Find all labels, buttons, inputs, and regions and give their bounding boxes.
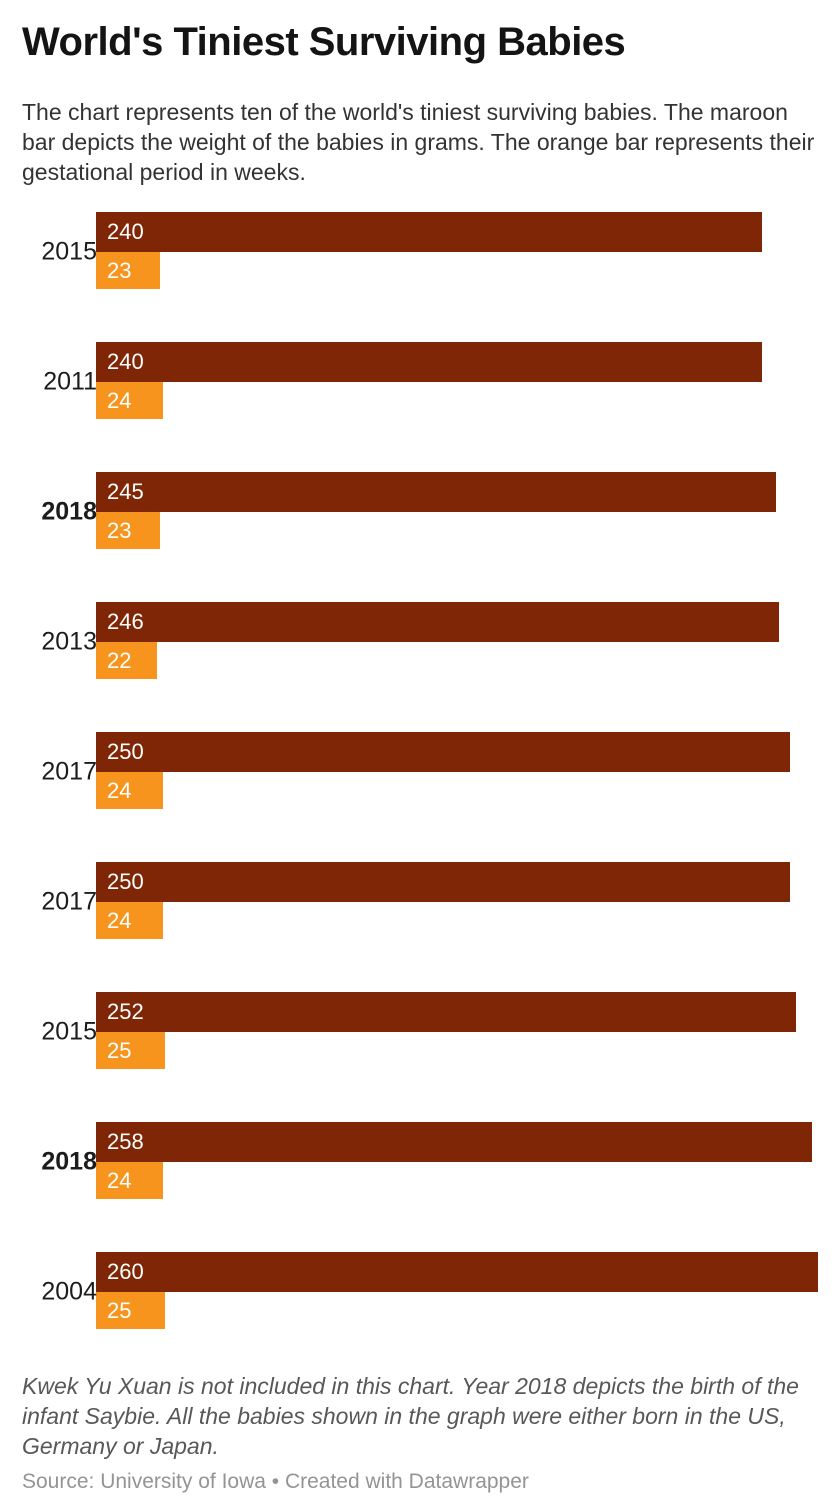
weeks-value-label: 24 [107,777,132,803]
weeks-value-label: 24 [107,387,132,413]
bar-group-row: 2018 258 24 [22,1122,820,1199]
weeks-bar: 25 [96,1292,165,1329]
year-label: 2015 [41,237,97,266]
weight-bar: 260 [96,1252,818,1292]
year-label: 2004 [41,1277,97,1306]
source-line: Source: University of Iowa • Created wit… [22,1470,529,1493]
chart-rows: 2015 240 23 2011 240 24 2018 245 23 2013 246 22 2017… [22,212,820,1329]
weeks-value-label: 25 [107,1037,132,1063]
bar-group-row: 2017 250 24 [22,732,820,809]
weeks-bar: 22 [96,642,157,679]
weeks-bar: 24 [96,1162,163,1199]
weeks-bar: 23 [96,252,160,289]
weight-value-label: 250 [107,869,144,894]
bar-group-row: 2018 245 23 [22,472,820,549]
weeks-value-label: 25 [107,1297,132,1323]
chart-description: The chart represents ten of the world's … [22,99,815,185]
chart-footnote: Kwek Yu Xuan is not included in this cha… [22,1373,799,1459]
weight-value-label: 240 [107,219,144,244]
weight-value-label: 245 [107,479,144,504]
weight-value-label: 250 [107,739,144,764]
bar-group-row: 2015 240 23 [22,212,820,289]
bar-group-row: 2013 246 22 [22,602,820,679]
weight-bar: 240 [96,212,762,252]
weeks-value-label: 23 [107,257,132,283]
year-label: 2015 [41,1017,97,1046]
weeks-value-label: 23 [107,517,132,543]
weeks-value-label: 24 [107,907,132,933]
page-title: World's Tiniest Surviving Babies [22,20,626,64]
weight-value-label: 246 [107,609,144,634]
bar-group-row: 2004 260 25 [22,1252,820,1329]
weeks-value-label: 24 [107,1167,132,1193]
bar-group-row: 2011 240 24 [22,342,820,419]
year-label: 2018 [41,1147,97,1176]
bar-group-row: 2017 250 24 [22,862,820,939]
bar-group-row: 2015 252 25 [22,992,820,1069]
weight-bar: 250 [96,862,790,902]
year-label: 2017 [41,757,97,786]
year-label: 2018 [41,497,97,526]
weight-bar: 252 [96,992,796,1032]
year-label: 2013 [41,627,97,656]
weeks-bar: 24 [96,772,163,809]
weight-bar: 240 [96,342,762,382]
weeks-bar: 23 [96,512,160,549]
year-label: 2017 [41,887,97,916]
weeks-value-label: 22 [107,647,132,673]
weight-bar: 245 [96,472,776,512]
weeks-bar: 24 [96,382,163,419]
weight-bar: 246 [96,602,779,642]
weight-value-label: 240 [107,349,144,374]
weight-value-label: 258 [107,1129,144,1154]
weight-bar: 258 [96,1122,812,1162]
year-label: 2011 [43,367,97,396]
weeks-bar: 25 [96,1032,165,1069]
weight-bar: 250 [96,732,790,772]
weeks-bar: 24 [96,902,163,939]
weight-value-label: 260 [107,1259,144,1284]
weight-value-label: 252 [107,999,144,1024]
